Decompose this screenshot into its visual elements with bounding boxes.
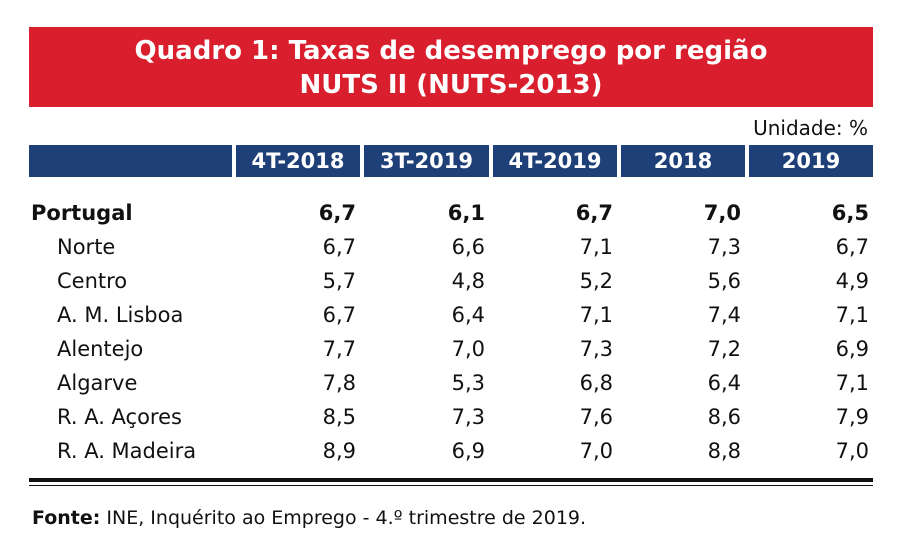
cell-value: 6,7 <box>322 303 356 327</box>
cell-value: 7,0 <box>835 439 869 463</box>
cell-value: 7,2 <box>707 337 741 361</box>
table-bottom-rule-thick <box>29 478 873 482</box>
row-label: Portugal <box>31 201 133 225</box>
header-blank-cell <box>29 145 232 177</box>
cell-value: 8,5 <box>322 405 356 429</box>
column-header-4t-2018: 4T-2018 <box>236 145 360 177</box>
cell-value: 7,3 <box>707 235 741 259</box>
cell-value: 6,9 <box>451 439 485 463</box>
row-label: Algarve <box>57 371 138 395</box>
cell-value: 7,3 <box>451 405 485 429</box>
row-label: Alentejo <box>57 337 144 361</box>
cell-value: 6,1 <box>447 201 485 225</box>
cell-value: 7,0 <box>703 201 741 225</box>
unit-label: Unidade: % <box>753 116 868 140</box>
cell-value: 7,1 <box>579 235 613 259</box>
table-row-portugal: Portugal 6,7 6,1 6,7 7,0 6,5 <box>29 196 873 230</box>
row-label: Norte <box>57 235 116 259</box>
cell-value: 7,0 <box>579 439 613 463</box>
cell-value: 5,6 <box>707 269 741 293</box>
row-label: Centro <box>57 269 128 293</box>
cell-value: 5,3 <box>451 371 485 395</box>
row-label: A. M. Lisboa <box>57 303 184 327</box>
cell-value: 8,8 <box>707 439 741 463</box>
cell-value: 6,7 <box>575 201 613 225</box>
table-row-ra-madeira: R. A. Madeira 8,9 6,9 7,0 8,8 7,0 <box>29 434 873 468</box>
column-header-3t-2019: 3T-2019 <box>364 145 489 177</box>
table-bottom-rule-thin <box>29 485 873 486</box>
cell-value: 7,1 <box>835 303 869 327</box>
cell-value: 7,4 <box>707 303 741 327</box>
cell-value: 4,8 <box>451 269 485 293</box>
cell-value: 7,8 <box>322 371 356 395</box>
table-title-banner: Quadro 1: Taxas de desemprego por região… <box>29 27 873 107</box>
cell-value: 7,6 <box>579 405 613 429</box>
table-body: Portugal 6,7 6,1 6,7 7,0 6,5 Norte 6,7 6… <box>29 196 873 468</box>
source-prefix: Fonte: <box>32 507 101 529</box>
table-row-ra-acores: R. A. Açores 8,5 7,3 7,6 8,6 7,9 <box>29 400 873 434</box>
column-header-4t-2019: 4T-2019 <box>493 145 617 177</box>
cell-value: 8,9 <box>322 439 356 463</box>
table-title-line-2: NUTS II (NUTS-2013) <box>299 70 603 100</box>
table-row-algarve: Algarve 7,8 5,3 6,8 6,4 7,1 <box>29 366 873 400</box>
table-title-line-1: Quadro 1: Taxas de desemprego por região <box>134 36 768 66</box>
table-header-row: 4T-2018 3T-2019 4T-2019 2018 2019 <box>29 145 873 177</box>
cell-value: 6,7 <box>835 235 869 259</box>
cell-value: 7,1 <box>835 371 869 395</box>
cell-value: 6,6 <box>451 235 485 259</box>
cell-value: 8,6 <box>707 405 741 429</box>
cell-value: 6,5 <box>831 201 869 225</box>
table-row-centro: Centro 5,7 4,8 5,2 5,6 4,9 <box>29 264 873 298</box>
cell-value: 6,9 <box>835 337 869 361</box>
table-row-norte: Norte 6,7 6,6 7,1 7,3 6,7 <box>29 230 873 264</box>
cell-value: 7,1 <box>579 303 613 327</box>
column-header-2018: 2018 <box>621 145 745 177</box>
cell-value: 6,7 <box>318 201 356 225</box>
source-note: Fonte: INE, Inquérito ao Emprego - 4.º t… <box>32 507 586 529</box>
table-row-am-lisboa: A. M. Lisboa 6,7 6,4 7,1 7,4 7,1 <box>29 298 873 332</box>
cell-value: 4,9 <box>835 269 869 293</box>
cell-value: 6,8 <box>579 371 613 395</box>
row-label: R. A. Açores <box>57 405 182 429</box>
source-text: INE, Inquérito ao Emprego - 4.º trimestr… <box>100 507 587 529</box>
cell-value: 5,7 <box>322 269 356 293</box>
table-row-alentejo: Alentejo 7,7 7,0 7,3 7,2 6,9 <box>29 332 873 366</box>
row-label: R. A. Madeira <box>57 439 197 463</box>
cell-value: 7,3 <box>579 337 613 361</box>
cell-value: 6,7 <box>322 235 356 259</box>
cell-value: 7,7 <box>322 337 356 361</box>
cell-value: 7,0 <box>451 337 485 361</box>
cell-value: 6,4 <box>707 371 741 395</box>
cell-value: 5,2 <box>579 269 613 293</box>
cell-value: 7,9 <box>835 405 869 429</box>
cell-value: 6,4 <box>451 303 485 327</box>
column-header-2019: 2019 <box>749 145 873 177</box>
